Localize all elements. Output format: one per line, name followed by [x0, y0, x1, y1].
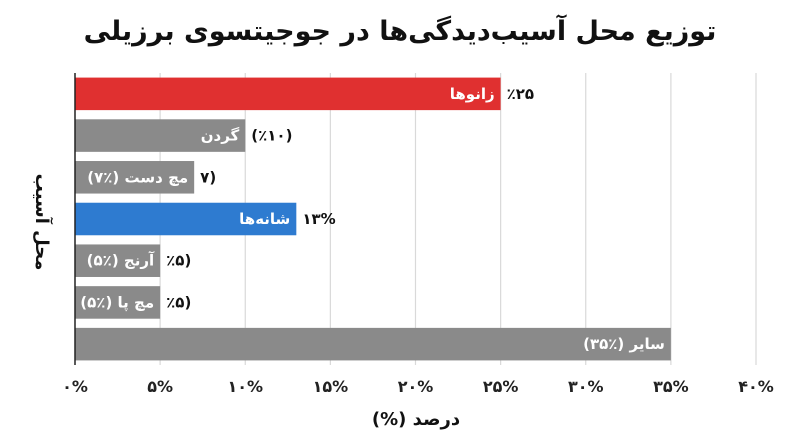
- chart-title: توزیع محل آسیب‌دیدگی‌ها در جوجیتسوی برزی…: [84, 14, 717, 47]
- bar: [75, 327, 671, 361]
- x-tick-label: ۲۰%: [398, 377, 434, 396]
- bar-value-label: ۱۳%: [302, 210, 335, 228]
- bar: [75, 202, 297, 236]
- bar-inside-label: آرنج (٪۵): [87, 252, 155, 270]
- bar-value-label: (٪۵: [166, 252, 191, 270]
- bar: [75, 161, 195, 194]
- bar-value-label: (٪۵: [166, 293, 191, 311]
- bar-inside-label: زانوها: [450, 85, 495, 103]
- x-tick-label: ۵%: [147, 377, 173, 396]
- bar-value-label: ٪۲۵: [507, 85, 534, 103]
- bar-inside-label: مچ دست (٪۷): [87, 168, 188, 186]
- x-tick-label: ۳۰%: [568, 377, 604, 396]
- bar-inside-label: شانه‌ها: [239, 210, 290, 228]
- x-tick-label: ۲۵%: [483, 377, 519, 396]
- x-tick-labels: ۰% ۵% ۱۰% ۱۵% ۲۰% ۲۵% ۳۰% ۳۵% ۴۰%: [62, 377, 774, 396]
- bar-inside-label: سایر (٪۳۵): [583, 335, 665, 353]
- bar-inside-label: مچ پا (٪۵): [80, 293, 154, 312]
- x-tick-label: ۱۰%: [227, 377, 263, 396]
- x-axis-label: درصد (%): [372, 409, 460, 430]
- bar: [75, 77, 501, 111]
- bar: [75, 286, 161, 319]
- x-tick-label: ۳۵%: [653, 377, 689, 396]
- bar-value-label: (٪۱۰): [251, 127, 292, 145]
- bar-inside-label: گردن: [201, 127, 240, 145]
- x-tick-label: ۰%: [62, 377, 88, 396]
- bar: [75, 119, 246, 152]
- bar-value-label: (۷: [200, 168, 216, 186]
- bars: زانوها ٪۲۵ گردن (٪۱۰) مچ دست (٪۷) (۷ شانه‌ها ۱۳…: [75, 77, 671, 361]
- bar: [75, 244, 161, 277]
- y-axis-label: محل آسیب: [31, 174, 54, 271]
- x-tick-label: ۱۵%: [313, 377, 349, 396]
- x-tick-label: ۴۰%: [738, 377, 774, 396]
